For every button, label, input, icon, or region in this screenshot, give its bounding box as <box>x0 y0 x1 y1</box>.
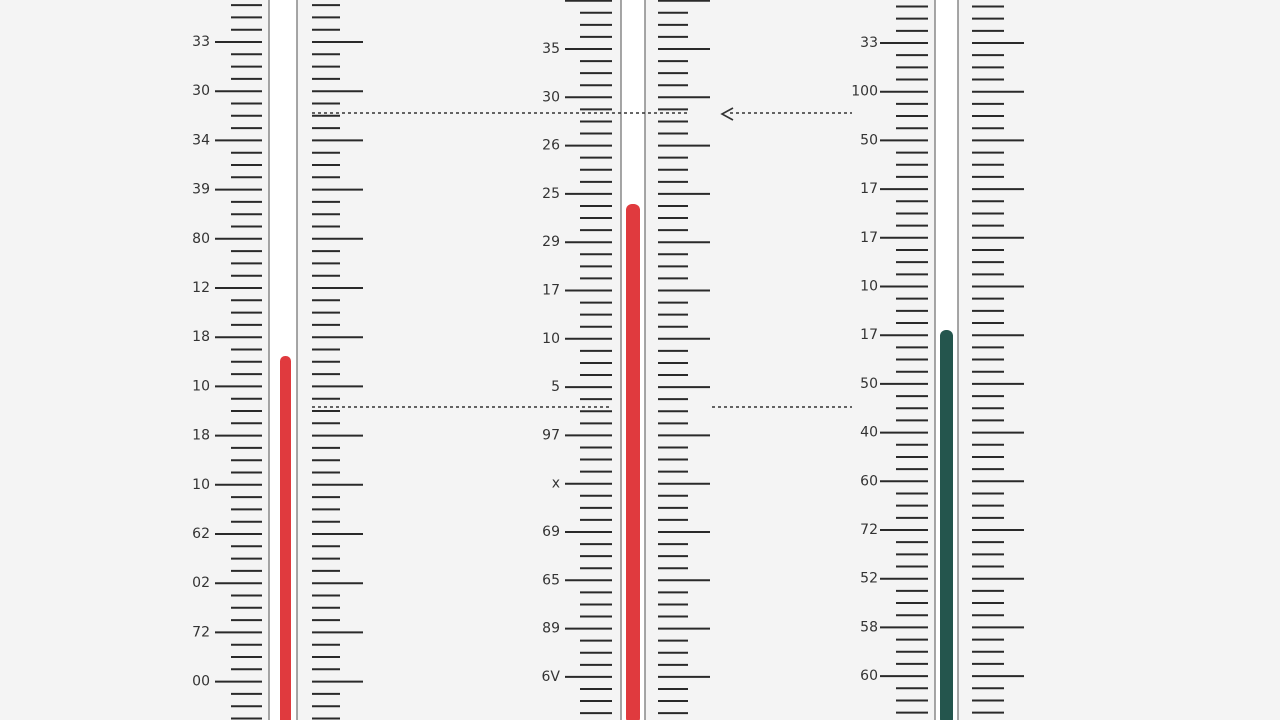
scale-label: 69 <box>542 524 560 540</box>
scale-label: 10 <box>192 378 210 394</box>
mercury <box>280 356 291 720</box>
scale-label: 72 <box>860 522 878 538</box>
scale-label: 00 <box>192 674 210 690</box>
mercury <box>940 330 953 720</box>
scale-label: 30 <box>542 89 560 105</box>
scale-label: 72 <box>192 624 210 640</box>
scale-label: 62 <box>192 526 210 542</box>
scale-label: 17 <box>860 181 878 197</box>
scale-label: 18 <box>192 329 210 345</box>
scale-label: 25 <box>542 186 560 202</box>
scale-label: 58 <box>860 619 878 635</box>
scale-label: 26 <box>542 138 560 154</box>
label-group: 33 30 34 39 80 12 18 10 18 10 62 02 72 00 35 30 26 25 29 17… <box>192 34 878 690</box>
arrow-head <box>720 107 734 121</box>
scale-label: 100 <box>851 84 878 100</box>
scale-label: 5 <box>551 379 560 395</box>
scale-label: 10 <box>860 279 878 295</box>
scale-label: 17 <box>860 230 878 246</box>
scale-label: 65 <box>542 572 560 588</box>
scale-label: 80 <box>192 231 210 247</box>
scale-label: 97 <box>542 427 560 443</box>
scale-label: 52 <box>860 571 878 587</box>
scale-label: 40 <box>860 425 878 441</box>
scale-label: 35 <box>542 41 560 57</box>
mercury <box>626 204 640 720</box>
scale-label: 60 <box>860 473 878 489</box>
scale-label: 89 <box>542 621 560 637</box>
scale-label: 17 <box>542 283 560 299</box>
scale-label: 6V <box>542 669 561 685</box>
scale-label: 50 <box>860 132 878 148</box>
scale-label: 29 <box>542 234 560 250</box>
scale-label: 33 <box>860 35 878 51</box>
scale-label: 34 <box>192 132 210 148</box>
scale-label: 12 <box>192 280 210 296</box>
scale-label: 50 <box>860 376 878 392</box>
tick-group <box>215 0 1024 720</box>
scale-label: 10 <box>542 331 560 347</box>
scale-label: 17 <box>860 327 878 343</box>
scale-label: 18 <box>192 428 210 444</box>
scale-label: 39 <box>192 182 210 198</box>
scale-label: 30 <box>192 83 210 99</box>
scale-label: 60 <box>860 668 878 684</box>
scale-label: 02 <box>192 575 210 591</box>
scale-label: 33 <box>192 34 210 50</box>
scale-label: 10 <box>192 477 210 493</box>
scale-label: x <box>552 476 560 492</box>
